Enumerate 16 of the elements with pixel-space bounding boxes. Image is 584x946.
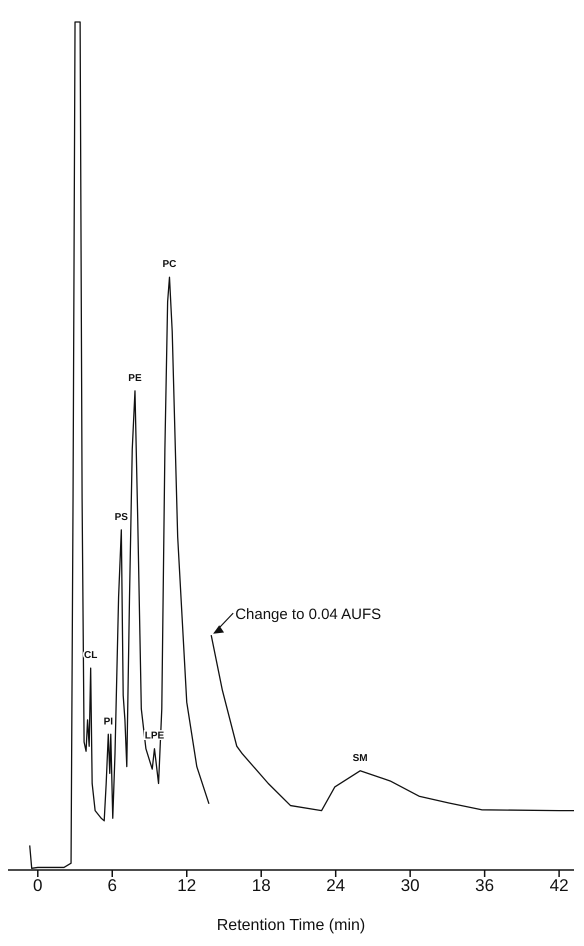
x-axis-title: Retention Time (min) — [216, 917, 366, 934]
annotation: Change to 0.04 AUFS — [235, 606, 382, 624]
annotation: CL — [84, 650, 98, 662]
annotation: PS — [114, 512, 128, 523]
annotation: SM — [352, 752, 368, 764]
x-tick-label: 18 — [252, 876, 271, 896]
annotation: PC — [162, 259, 176, 270]
x-tick-label: 30 — [400, 876, 420, 896]
x-tick-label: 42 — [550, 876, 569, 896]
x-tick-label: 6 — [108, 876, 117, 896]
x-tick-label: 0 — [33, 876, 43, 896]
annotation: PI — [104, 716, 114, 728]
x-tick-label: 12 — [177, 876, 196, 896]
x-tick-label: 36 — [475, 876, 494, 896]
x-tick-label: 24 — [326, 876, 346, 896]
annotation: PE — [128, 372, 142, 384]
